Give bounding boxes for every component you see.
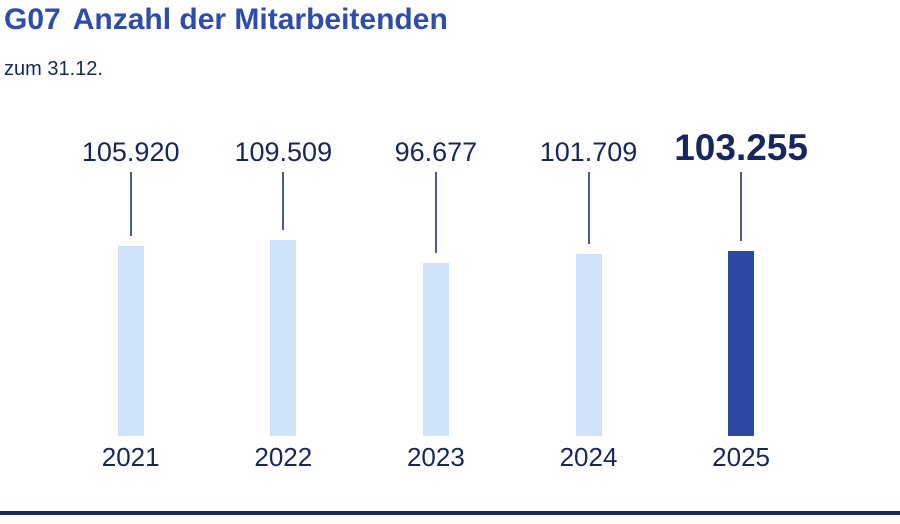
bar (270, 240, 297, 436)
bar-chart: 105.920 2021 109.509 2022 96.677 2023 10… (0, 127, 900, 480)
bar-column-2022: 109.509 2022 (210, 130, 356, 473)
connector-line (282, 172, 285, 230)
chart-title: G07 Anzahl der Mitarbeitenden (4, 3, 448, 37)
bar-column-2023: 96.677 2023 (363, 130, 509, 473)
connector-line (129, 172, 132, 236)
chart-title-text: Anzahl der Mitarbeitenden (72, 3, 448, 36)
bar (422, 263, 449, 436)
bar-column-2024: 101.709 2024 (516, 130, 662, 473)
x-tick-label: 2025 (712, 442, 771, 472)
x-tick-label: 2023 (406, 442, 465, 472)
x-tick-label: 2022 (254, 442, 313, 472)
chart-code: G07 (4, 3, 61, 36)
bottom-rule (0, 511, 900, 515)
bar (575, 254, 602, 436)
connector-line (434, 172, 437, 253)
bar-value-label: 96.677 (394, 137, 478, 167)
connector-line (587, 172, 590, 244)
bar-value-label: 103.255 (674, 127, 808, 168)
x-tick-label: 2021 (101, 442, 160, 472)
bar (117, 246, 144, 436)
connector-line (740, 172, 743, 241)
bar-column-2021: 105.920 2021 (58, 130, 204, 473)
bar-value-label: 109.509 (234, 137, 333, 167)
x-tick-label: 2024 (559, 442, 618, 472)
bar (728, 251, 755, 436)
bar-value-label: 101.709 (539, 137, 638, 167)
bar-value-label: 105.920 (81, 137, 180, 167)
bar-column-2025: 103.255 2025 (668, 127, 814, 473)
chart-subtitle: zum 31.12. (4, 58, 103, 80)
